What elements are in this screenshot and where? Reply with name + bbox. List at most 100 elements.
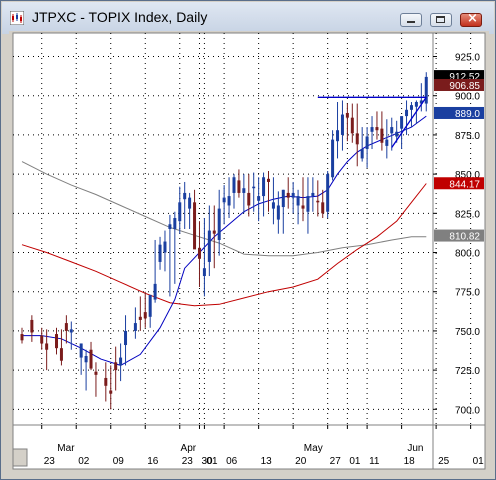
candle xyxy=(395,120,399,143)
candle xyxy=(301,177,305,222)
candle xyxy=(370,116,374,150)
candle xyxy=(326,170,330,219)
candle xyxy=(360,127,364,162)
candle-body xyxy=(355,133,359,145)
candle-body xyxy=(138,316,142,320)
candle xyxy=(109,365,113,410)
candle xyxy=(183,181,187,229)
candle-body xyxy=(242,188,246,193)
minimize-button[interactable] xyxy=(400,13,422,27)
candle-body xyxy=(20,334,24,341)
candle-body xyxy=(143,312,147,319)
candle xyxy=(380,111,384,151)
candle-body xyxy=(69,329,73,333)
candle-body xyxy=(336,130,340,142)
candle xyxy=(232,174,236,209)
candle xyxy=(336,101,340,159)
candle xyxy=(114,346,118,391)
candle-body xyxy=(207,230,211,262)
candle-body xyxy=(414,101,418,107)
month-label: Apr xyxy=(181,443,197,454)
candle-body xyxy=(257,196,261,201)
candle xyxy=(340,100,344,151)
chart-app-icon xyxy=(10,11,24,25)
candle-body xyxy=(311,192,315,197)
price-tag-label: 844.17 xyxy=(449,179,480,190)
candle-body xyxy=(104,377,108,386)
candle xyxy=(163,230,167,272)
candle-body xyxy=(316,200,320,203)
candle-body xyxy=(173,218,177,229)
y-tick-label: 800.0 xyxy=(455,249,480,260)
candle xyxy=(45,329,49,371)
candle xyxy=(202,218,206,297)
candle xyxy=(247,174,251,217)
candle xyxy=(64,315,68,344)
price-tag: 906.85 xyxy=(434,78,484,92)
candle xyxy=(405,100,409,135)
maximize-button[interactable] xyxy=(430,13,452,27)
candle-body xyxy=(252,186,256,189)
candle-body xyxy=(340,114,344,135)
y-tick-label: 875.0 xyxy=(455,131,480,142)
x-tick-label: 01 xyxy=(473,456,485,467)
month-label: Mar xyxy=(57,443,75,454)
x-tick-label: 01 xyxy=(349,456,361,467)
candle xyxy=(124,315,128,366)
candle xyxy=(252,172,256,212)
candle xyxy=(306,177,310,234)
price-tag-label: 906.85 xyxy=(449,81,480,92)
candle xyxy=(227,177,231,219)
candle-body xyxy=(365,136,369,150)
x-tick-label: 06 xyxy=(226,456,238,467)
candle-body xyxy=(360,149,364,159)
candle xyxy=(311,177,315,212)
candle-body xyxy=(350,117,354,134)
price-tag-label: 889.0 xyxy=(455,109,480,120)
candle-body xyxy=(281,189,285,208)
candle-body xyxy=(217,208,221,240)
price-tag-label: 912.52 xyxy=(449,72,480,83)
candle xyxy=(59,329,63,366)
candle xyxy=(55,327,59,355)
x-tick-label: 18 xyxy=(404,456,416,467)
date-axis xyxy=(12,424,434,470)
title-bar[interactable]: JTPXC - TOPIX Index, Daily × xyxy=(2,2,494,34)
y-axis-labels: 700.0 725.0 750.0 775.0 800.0 825.0 850.0 875.0… xyxy=(433,53,480,416)
candle-body xyxy=(276,205,280,220)
price-tag: 889.0 xyxy=(434,106,484,120)
candle-body xyxy=(331,139,335,178)
candle xyxy=(345,103,349,142)
x-tick-label: 25 xyxy=(438,456,450,467)
candle xyxy=(40,327,44,350)
candle xyxy=(84,349,88,391)
candle-body xyxy=(222,197,226,203)
candle-body xyxy=(262,177,266,197)
x-tick-label: 13 xyxy=(261,456,273,467)
x-tick-label: 02 xyxy=(78,456,90,467)
candle-body xyxy=(109,390,113,394)
candle-body xyxy=(375,127,379,131)
candle-body xyxy=(202,268,206,277)
candle-body xyxy=(197,247,201,259)
y-tick-label: 750.0 xyxy=(455,327,480,338)
candle-body xyxy=(188,197,192,209)
candle-body xyxy=(94,371,98,375)
candle xyxy=(20,327,24,344)
candle-body xyxy=(55,334,59,349)
x-tick-label: 16 xyxy=(147,456,159,467)
candle xyxy=(143,291,147,328)
x-tick-label: 01 xyxy=(206,456,218,467)
candle xyxy=(193,189,197,250)
price-chart[interactable]: 700.0 725.0 750.0 775.0 800.0 825.0 850.0 875.0… xyxy=(9,31,489,473)
candle xyxy=(331,130,335,181)
candle-body xyxy=(40,335,44,344)
month-label: Jun xyxy=(407,443,423,454)
scroll-button[interactable] xyxy=(12,448,28,467)
close-button[interactable]: × xyxy=(460,11,482,27)
candle-body xyxy=(153,283,157,300)
maximize-icon xyxy=(436,16,445,23)
x-tick-label: 09 xyxy=(113,456,125,467)
